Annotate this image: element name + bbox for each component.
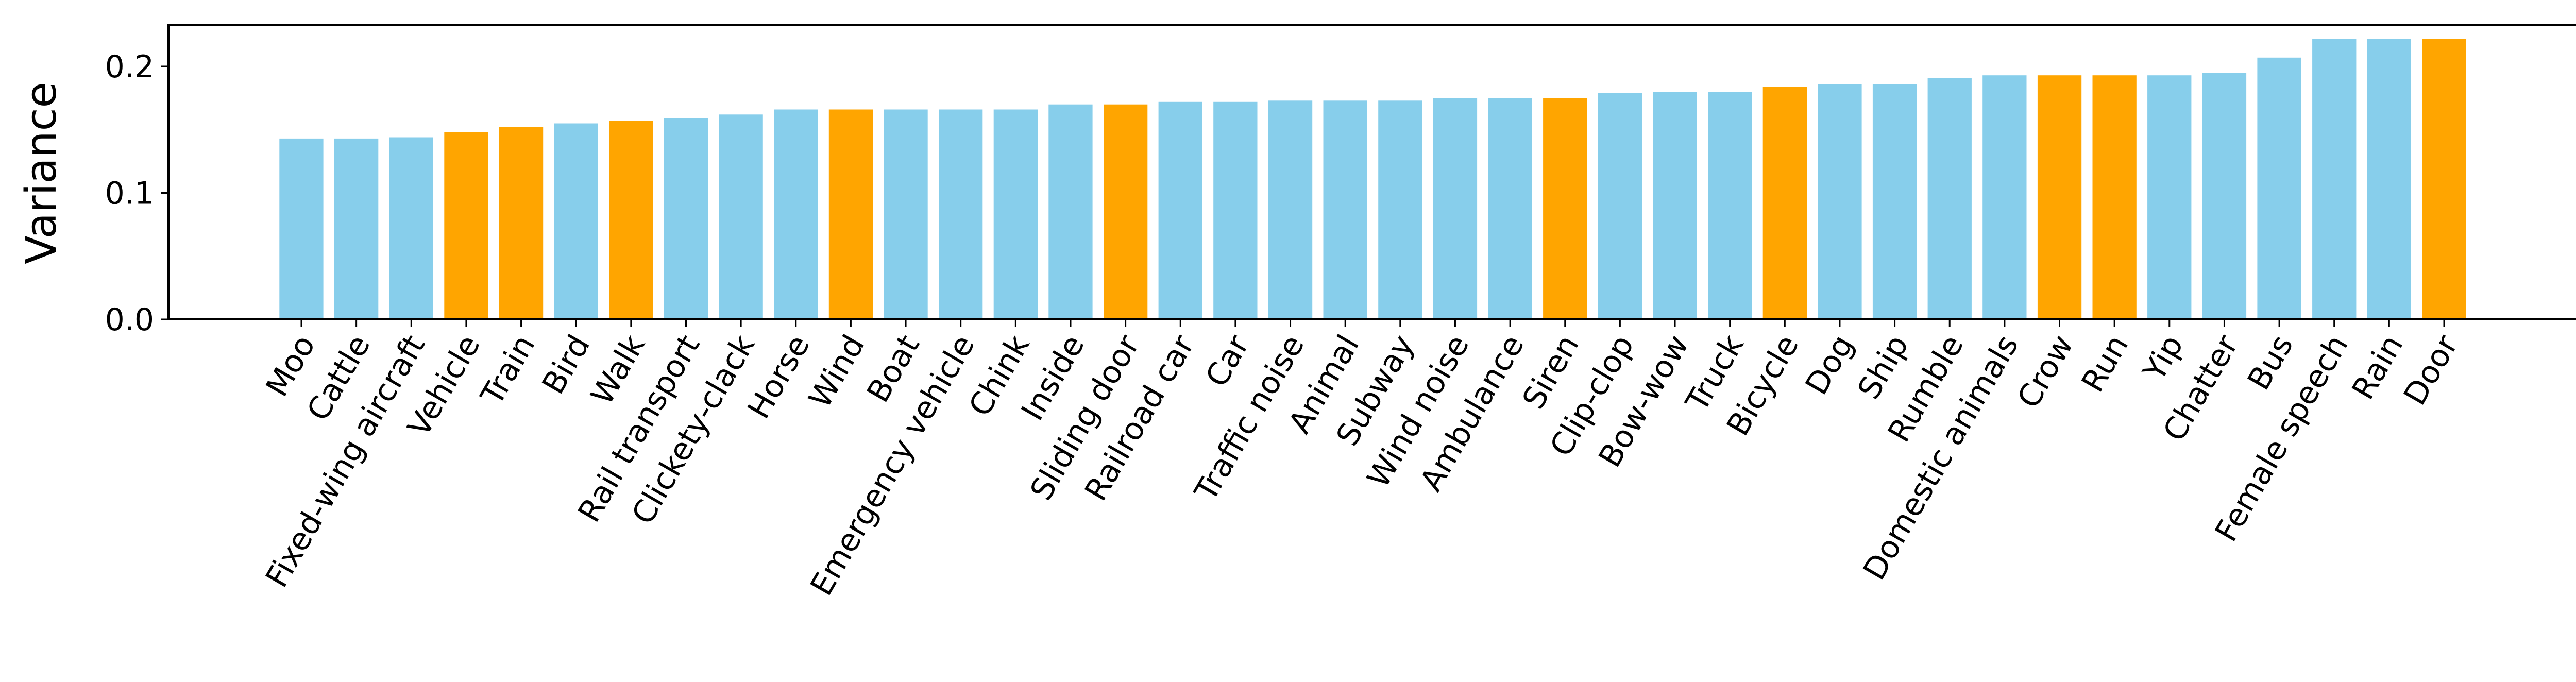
bar-domestic-animals — [1982, 75, 2027, 319]
bar-horse — [774, 109, 818, 319]
bar-chatter — [2202, 73, 2247, 320]
bar-moo — [279, 138, 324, 319]
bar-clip-clop — [1598, 93, 1642, 319]
bar-rain — [2367, 39, 2411, 319]
bar-door — [2422, 39, 2466, 319]
bar-run — [2092, 75, 2137, 319]
bar-car — [1213, 101, 1258, 320]
bar-bow-wow — [1653, 92, 1697, 319]
bar-truck — [1708, 92, 1752, 319]
bar-yip — [2147, 75, 2192, 319]
bar-cattle — [334, 138, 379, 319]
x-tick-label: Train — [473, 329, 542, 412]
bar-bird — [554, 123, 598, 319]
bar-rail-transport — [664, 118, 708, 319]
x-tick-label: Yip — [2136, 329, 2191, 387]
x-tick-label: Wind — [802, 329, 872, 415]
bar-fixed-wing-aircraft — [389, 137, 433, 319]
bar-railroad-car — [1158, 101, 1202, 320]
bar-crow — [2037, 75, 2082, 319]
x-tick-label: Car — [1199, 329, 1257, 393]
x-tick-label: Door — [2397, 329, 2465, 411]
bar-animal — [1323, 100, 1367, 320]
bar-female-speech — [2312, 39, 2357, 319]
bar-subway — [1378, 100, 1422, 320]
bar-ambulance — [1488, 98, 1532, 319]
bar-sliding-door — [1104, 104, 1148, 319]
bar-ship — [1872, 84, 1917, 319]
bar-wind-noise — [1433, 98, 1478, 319]
bar-siren — [1543, 98, 1587, 319]
bars-group — [279, 39, 2466, 320]
x-tick-label: Dog — [1799, 329, 1861, 401]
x-tick-label: Run — [2075, 329, 2136, 399]
bar-clickety-clack — [719, 114, 763, 320]
bar-traffic-noise — [1268, 100, 1313, 320]
plot-frame — [167, 24, 2576, 320]
bar-train — [499, 127, 544, 320]
bar-emergency-vehicle — [939, 109, 983, 319]
bar-bicycle — [1762, 87, 1807, 320]
bar-inside — [1048, 104, 1093, 319]
x-tick-label: Crow — [2010, 329, 2080, 415]
bar-dog — [1818, 84, 1862, 319]
bar-boat — [884, 109, 928, 319]
y-tick-label: 0.1 — [105, 176, 154, 212]
bar-chink — [993, 109, 1038, 319]
y-tick-label: 0.0 — [105, 302, 154, 338]
y-axis: 0.0 0.1 0.2 — [105, 49, 168, 338]
bar-wind — [828, 109, 873, 319]
bar-walk — [609, 121, 653, 319]
y-tick-label: 0.2 — [105, 49, 154, 85]
y-axis-label: Variance — [17, 82, 66, 264]
bar-bus — [2257, 57, 2301, 320]
bar-rumble — [1927, 78, 1972, 319]
bar-vehicle — [444, 132, 488, 319]
